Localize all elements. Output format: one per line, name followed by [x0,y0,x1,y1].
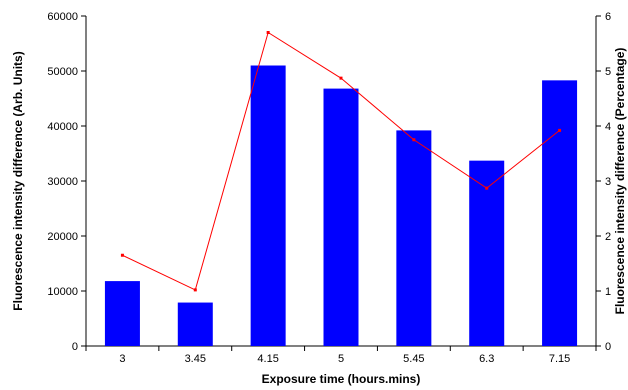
left-y-axis: 0 10000 20000 30000 40000 50000 60000 [47,11,87,353]
left-tick-label: 50000 [47,66,78,78]
x-tick-label: 3.45 [185,353,206,365]
right-tick-label: 4 [605,121,611,133]
x-tick-label: 6.3 [479,353,494,365]
left-tick-label: 20000 [47,231,78,243]
bar [469,160,505,346]
line-series [120,31,562,292]
right-tick-label: 0 [605,341,611,353]
line-point [485,186,489,190]
right-tick-label: 5 [605,66,611,78]
bar-series [104,65,578,346]
left-tick-label: 40000 [47,121,78,133]
x-axis: 3 3.45 4.15 5 5.45 6.3 7.15 [85,345,597,365]
y2-axis-title: Fluorescence intensity difference (Perce… [613,48,627,315]
x-tick-label: 5 [338,353,344,365]
bar [104,281,140,346]
line-point [266,31,270,34]
line-point [339,76,343,80]
bar [542,80,578,346]
left-tick-label: 0 [72,341,78,353]
right-tick-label: 3 [605,176,611,188]
line-point [120,253,124,257]
line-point [193,288,197,292]
left-tick-label: 60000 [47,11,78,23]
y-axis-title: Fluorescence intensity difference (Arb. … [11,51,25,310]
x-tick-label: 7.15 [549,353,570,365]
x-tick-label: 4.15 [257,353,278,365]
x-axis-title: Exposure time (hours.mins) [262,372,421,386]
right-tick-label: 2 [605,231,611,243]
line-point [412,138,416,142]
left-tick-label: 30000 [47,176,78,188]
right-y-axis: 0 1 2 3 4 5 6 [595,11,611,353]
bar [396,130,432,346]
bar [250,65,286,346]
bar [177,302,213,346]
line-point [558,128,562,132]
right-tick-label: 1 [605,286,611,298]
left-tick-label: 10000 [47,286,78,298]
x-tick-label: 3 [119,353,125,365]
bar [323,88,359,346]
x-tick-label: 5.45 [403,353,424,365]
right-tick-label: 6 [605,11,611,23]
